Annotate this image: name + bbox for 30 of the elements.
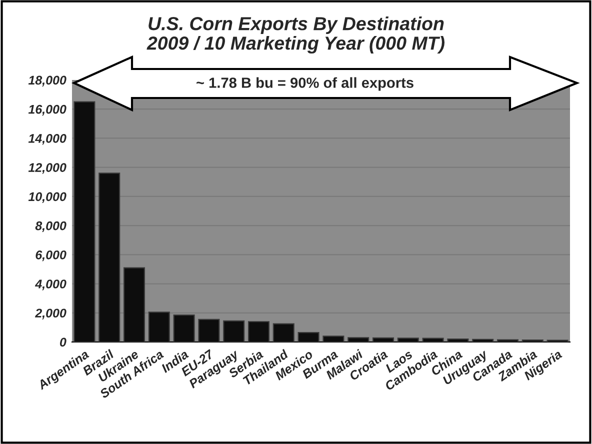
bar <box>123 267 146 342</box>
y-tick-label: 14,000 <box>28 134 66 145</box>
y-tick-label: 18,000 <box>28 76 66 86</box>
bar <box>422 338 444 342</box>
bar <box>272 323 294 342</box>
bar <box>447 338 469 342</box>
bar <box>348 337 370 342</box>
bar <box>496 339 519 342</box>
bar <box>248 321 270 342</box>
y-tick-label: 10,000 <box>28 192 66 203</box>
y-tick-label: 2,000 <box>34 308 66 320</box>
bar <box>198 318 220 342</box>
y-tick-label: 16,000 <box>28 104 66 116</box>
bar <box>372 337 394 342</box>
y-tick-label: 0 <box>60 338 66 347</box>
bar <box>472 338 494 342</box>
bar <box>397 338 419 342</box>
chart-title: U.S. Corn Exports By Destination 2009 / 10 Marketing Year (000 MT) <box>146 16 444 54</box>
bar <box>148 312 170 342</box>
bar <box>74 101 96 342</box>
y-tick-label: 6,000 <box>36 250 66 262</box>
y-tick-label: 12,000 <box>28 163 66 174</box>
bar <box>223 320 245 342</box>
bar <box>98 172 120 342</box>
y-tick-label: 8,000 <box>35 221 66 232</box>
annotation: ~ 1.78 B bu = 90% of all exports <box>196 77 414 91</box>
bar <box>173 314 195 342</box>
y-tick-label: 4,000 <box>34 280 66 290</box>
bar <box>322 336 344 342</box>
bar <box>298 332 320 342</box>
